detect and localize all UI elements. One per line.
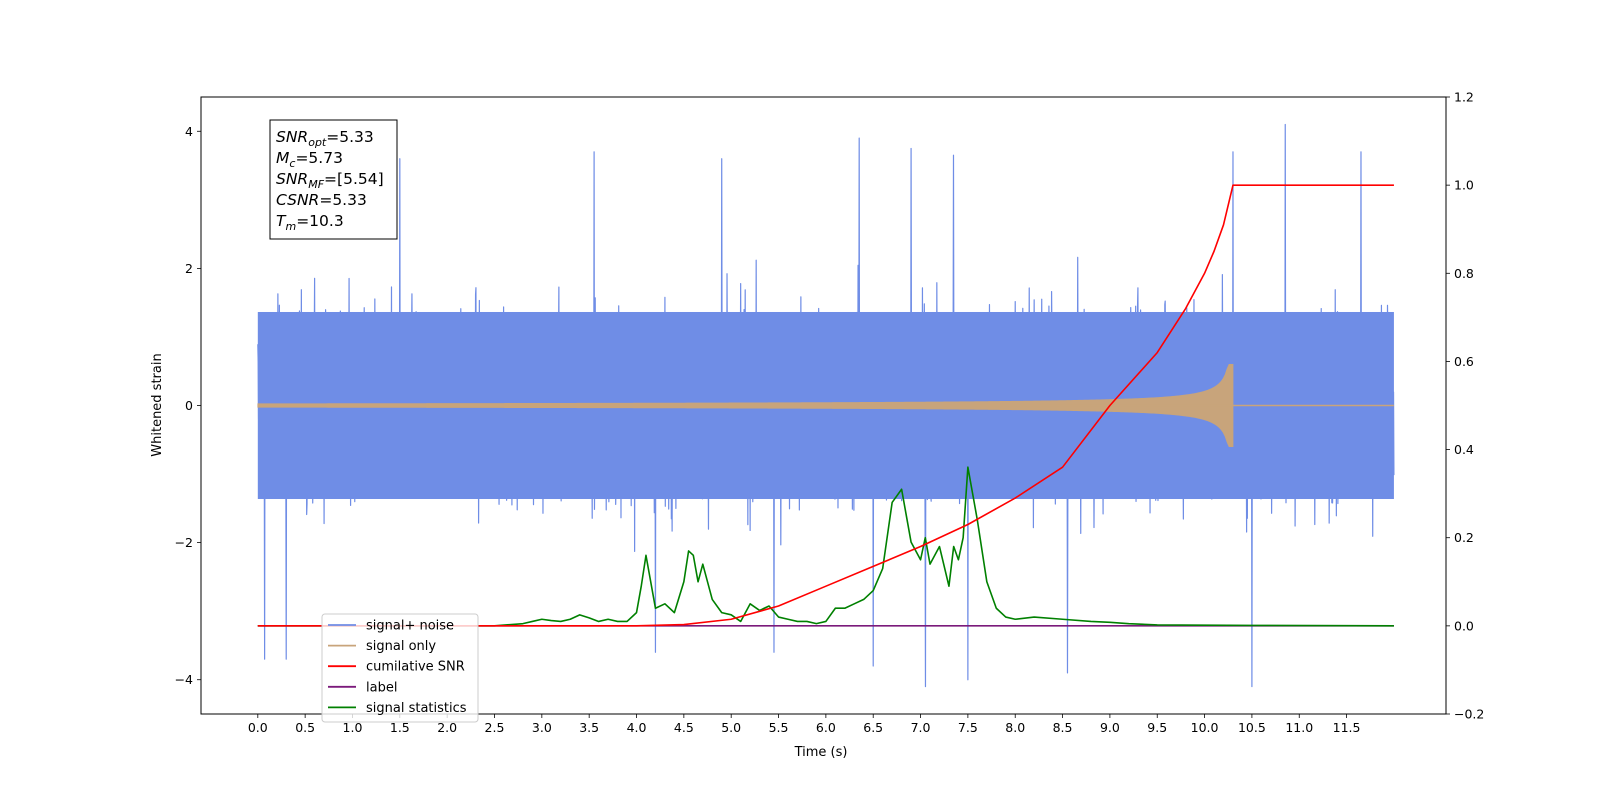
x-tick-label: 10.0 <box>1191 720 1219 735</box>
x-tick-label: 2.0 <box>437 720 457 735</box>
x-axis-label: Time (s) <box>794 745 848 760</box>
x-tick-label: 6.0 <box>816 720 836 735</box>
annotation-line: Tm=10.3 <box>276 212 344 233</box>
y-tick-label: 0 <box>185 398 193 413</box>
annotation-line: Mc=5.73 <box>276 149 343 170</box>
y2-tick-label: 0.4 <box>1454 442 1474 457</box>
y-tick-label: −2 <box>175 535 193 550</box>
legend-frame <box>321 613 479 723</box>
signal-statistics-line <box>257 466 1394 627</box>
y-axis-left: 4 2 0 −2 −4 <box>175 124 201 687</box>
x-tick-label: 2.5 <box>485 720 505 735</box>
x-axis: 0.0 0.5 1.0 1.5 2.0 2.5 3.0 3.5 4.0 4.5 5.0 5.5 6.0 6… <box>248 714 1361 735</box>
y2-tick-label: 0.0 <box>1454 618 1474 633</box>
x-tick-label: 9.0 <box>1100 720 1120 735</box>
signal-only-series <box>257 363 1394 448</box>
x-tick-label: 11.5 <box>1333 720 1361 735</box>
annotation-line: SNRMF=[5.54] <box>276 170 384 191</box>
x-tick-label: 5.0 <box>721 720 741 735</box>
x-tick-label: 8.0 <box>1005 720 1025 735</box>
y-tick-label: 2 <box>185 261 193 276</box>
y2-tick-label: 0.8 <box>1454 266 1474 281</box>
x-tick-label: 4.5 <box>674 720 694 735</box>
legend-entry-label: signal statistics <box>366 701 467 716</box>
legend-entry-label: signal+ noise <box>366 619 454 634</box>
annotation-frame <box>269 119 398 240</box>
cumulative-snr-line <box>257 184 1394 627</box>
x-tick-label: 4.0 <box>627 720 647 735</box>
y2-tick-label: 1.0 <box>1454 178 1474 193</box>
x-tick-label: 7.5 <box>958 720 978 735</box>
x-tick-label: 6.5 <box>863 720 883 735</box>
y-axis-label: Whitened strain <box>150 353 165 456</box>
signal-statistics-series <box>257 466 1394 627</box>
x-tick-label: 1.5 <box>390 720 410 735</box>
annotation-line: SNRopt=5.33 <box>276 128 374 149</box>
cumulative-snr-series <box>257 184 1394 627</box>
annotation-line: CSNR=5.33 <box>276 191 367 209</box>
x-tick-label: 0.5 <box>295 720 315 735</box>
x-tick-label: 0.0 <box>248 720 268 735</box>
x-tick-label: 8.5 <box>1053 720 1073 735</box>
y-tick-label: −4 <box>175 672 193 687</box>
x-tick-label: 3.5 <box>579 720 599 735</box>
legend-entry-label: cumilative SNR <box>366 660 465 675</box>
x-tick-label: 7.0 <box>911 720 931 735</box>
y2-tick-label: 1.2 <box>1454 90 1474 105</box>
x-tick-label: 9.5 <box>1147 720 1167 735</box>
x-tick-label: 3.0 <box>532 720 552 735</box>
x-tick-label: 1.0 <box>343 720 363 735</box>
y2-tick-label: 0.6 <box>1454 354 1474 369</box>
legend: signal+ noise signal only cumilative SNR la… <box>321 613 479 723</box>
plot-series <box>257 123 1395 688</box>
y-tick-label: 4 <box>185 124 193 139</box>
y-axis-right: 1.2 1.0 0.8 0.6 0.4 0.2 0.0 −0.2 <box>1446 90 1484 722</box>
y2-tick-label: 0.2 <box>1454 530 1474 545</box>
legend-entry-label: signal only <box>366 639 436 654</box>
x-tick-label: 11.0 <box>1285 720 1313 735</box>
x-tick-label: 5.5 <box>769 720 789 735</box>
x-tick-label: 10.5 <box>1238 720 1266 735</box>
legend-entry-label: label <box>366 680 397 695</box>
y2-tick-label: −0.2 <box>1454 707 1484 722</box>
